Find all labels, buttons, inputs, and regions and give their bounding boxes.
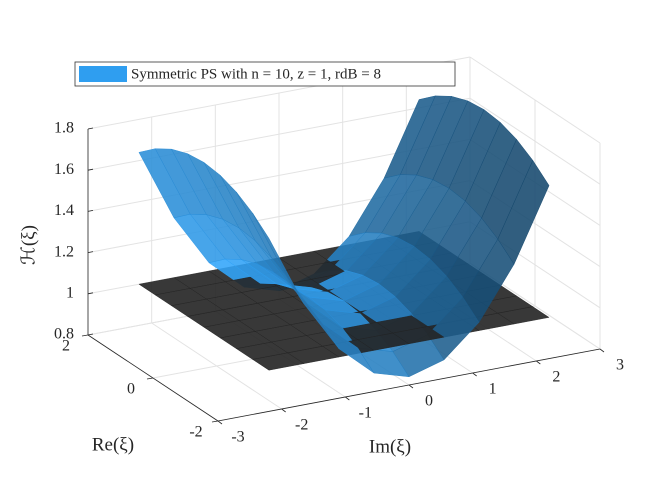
x-tick	[536, 360, 541, 365]
z-tick	[87, 292, 94, 295]
z-tick	[87, 333, 94, 336]
x-axis-label: Im(ξ)	[369, 436, 411, 457]
y-tick	[146, 377, 154, 380]
legend-entry: Symmetric PS with n = 10, z = 1, rdB = 8	[131, 66, 381, 82]
z-tick-label: 0.8	[54, 326, 74, 343]
x-tick-label: 3	[616, 357, 624, 374]
x-tick-label: 2	[552, 369, 560, 386]
surface-patch	[252, 213, 305, 304]
z-tick-label: 1	[66, 284, 74, 301]
x-tick	[345, 396, 350, 401]
x-tick-label: -2	[295, 417, 308, 434]
legend-box	[74, 61, 456, 87]
x-tick	[281, 408, 286, 413]
x-tick	[408, 384, 414, 389]
x-tick-label: -1	[359, 405, 372, 422]
x-tick-label: 0	[425, 393, 433, 410]
x-tick	[472, 372, 477, 377]
grid-line	[469, 97, 601, 185]
z-tick-label: 1.2	[54, 243, 74, 260]
z-tick	[87, 251, 94, 253]
surface-plot	[138, 95, 550, 378]
legend: Symmetric PS with n = 10, z = 1, rdB = 8	[74, 61, 456, 87]
z-tick-label: 1.4	[54, 202, 74, 219]
grid-line	[469, 56, 601, 144]
x-tick	[599, 348, 605, 353]
x-tick-label: 1	[489, 381, 497, 398]
z-tick	[87, 127, 94, 130]
z-tick	[87, 210, 94, 212]
y-tick-label: 0	[127, 381, 135, 398]
y-tick-label: 2	[62, 338, 70, 355]
z-tick	[87, 168, 94, 171]
y-axis-label: Re(ξ)	[92, 434, 134, 455]
z-axis-label: ℋ(ξ)	[18, 225, 39, 265]
plane-patch	[252, 352, 305, 371]
z-tick-label: 1.6	[54, 161, 74, 178]
y-tick-label: -2	[189, 424, 202, 441]
x-tick	[217, 420, 223, 425]
y-tick	[81, 334, 89, 337]
x-tick-label: -3	[231, 429, 244, 446]
legend-swatch	[79, 66, 127, 82]
y-tick	[211, 420, 219, 423]
z-tick-label: 1.8	[54, 120, 74, 137]
